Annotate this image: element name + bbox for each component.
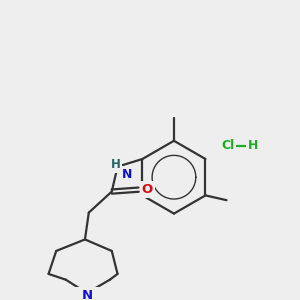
Text: N: N	[122, 168, 132, 181]
Text: Cl: Cl	[221, 139, 234, 152]
Text: H: H	[111, 158, 121, 171]
Text: H: H	[248, 139, 259, 152]
Text: N: N	[81, 289, 92, 300]
Text: O: O	[142, 183, 153, 196]
